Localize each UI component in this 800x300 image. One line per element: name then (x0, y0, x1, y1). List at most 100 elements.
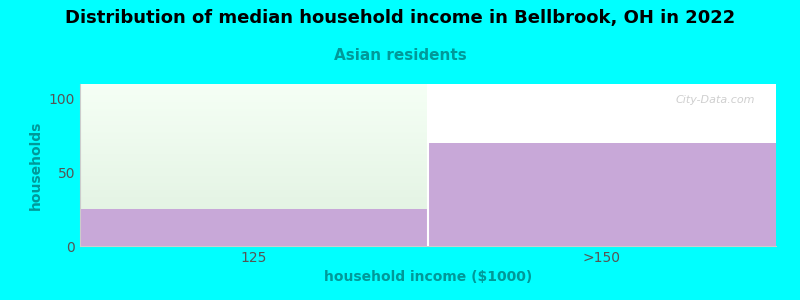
Bar (80, 138, 428, 139)
Bar (80, 124, 428, 125)
Y-axis label: households: households (30, 120, 43, 210)
Bar (80, 195, 428, 196)
Bar (80, 102, 428, 103)
Bar (80, 165, 428, 166)
Bar (80, 137, 428, 138)
Bar (80, 147, 428, 148)
Bar (80, 91, 428, 92)
Bar (80, 226, 428, 227)
Bar (80, 170, 428, 171)
Bar (80, 191, 428, 192)
Bar (80, 197, 428, 198)
Bar (80, 119, 428, 120)
Bar (80, 105, 428, 106)
Bar (80, 178, 428, 179)
Bar (80, 242, 428, 243)
Bar (80, 240, 428, 241)
Bar (80, 133, 428, 134)
Bar (80, 230, 428, 231)
Bar (80, 236, 428, 237)
Bar (80, 104, 428, 105)
Bar (80, 238, 428, 239)
Bar (80, 120, 428, 121)
Bar (80, 181, 428, 182)
Bar (80, 196, 428, 197)
Bar (80, 214, 428, 215)
X-axis label: household income ($1000): household income ($1000) (324, 270, 532, 284)
Bar (80, 97, 428, 98)
Bar (80, 182, 428, 183)
Bar (80, 162, 428, 163)
Text: Distribution of median household income in Bellbrook, OH in 2022: Distribution of median household income … (65, 9, 735, 27)
Bar (80, 193, 428, 194)
Bar (80, 115, 428, 116)
Bar (80, 190, 428, 191)
Bar (80, 95, 428, 96)
Bar (80, 109, 428, 110)
Bar (80, 201, 428, 202)
Bar (80, 241, 428, 242)
Bar (80, 172, 428, 173)
Bar (80, 210, 428, 211)
Bar (80, 141, 428, 142)
Bar (428, 84, 776, 246)
Bar (80, 243, 428, 244)
Bar (80, 106, 428, 107)
Bar (80, 142, 428, 143)
Bar (80, 112, 428, 113)
Bar (80, 185, 428, 186)
Bar (80, 205, 428, 206)
Bar (80, 169, 428, 170)
Bar (80, 213, 428, 214)
Bar (80, 194, 428, 195)
Bar (428, 143, 776, 246)
Text: Asian residents: Asian residents (334, 48, 466, 63)
Bar (80, 216, 428, 217)
Bar (80, 227, 428, 228)
Bar (80, 199, 428, 200)
Bar (80, 116, 428, 117)
Bar (80, 186, 428, 187)
Bar (80, 148, 428, 149)
Bar (80, 188, 428, 189)
Bar (80, 215, 428, 216)
Bar (80, 211, 428, 212)
Bar (80, 145, 428, 146)
Bar (80, 229, 428, 230)
Bar (80, 84, 428, 85)
Bar (80, 114, 428, 115)
Bar (80, 175, 428, 176)
Bar (80, 155, 428, 156)
Bar (80, 143, 428, 144)
Bar (80, 168, 428, 169)
Bar (80, 179, 428, 180)
Bar (80, 183, 428, 184)
Bar (80, 140, 428, 141)
Bar (80, 234, 428, 235)
Bar (80, 131, 428, 132)
Bar (80, 223, 428, 224)
Bar (80, 144, 428, 145)
Bar (80, 221, 428, 222)
Text: City-Data.com: City-Data.com (676, 95, 755, 105)
Bar (80, 146, 428, 147)
Bar (80, 126, 428, 127)
Bar (80, 156, 428, 157)
Bar (80, 110, 428, 111)
Bar (80, 93, 428, 94)
Bar (80, 184, 428, 185)
Bar (80, 101, 428, 102)
Bar (80, 134, 428, 135)
Bar (80, 198, 428, 199)
Bar (80, 219, 428, 220)
Bar (80, 153, 428, 154)
Bar (80, 159, 428, 160)
Bar (80, 92, 428, 93)
Bar (80, 99, 428, 100)
Bar (80, 94, 428, 95)
Bar (80, 220, 428, 221)
Bar (80, 117, 428, 118)
Bar (80, 217, 428, 218)
Bar (80, 123, 428, 124)
Bar (80, 135, 428, 136)
